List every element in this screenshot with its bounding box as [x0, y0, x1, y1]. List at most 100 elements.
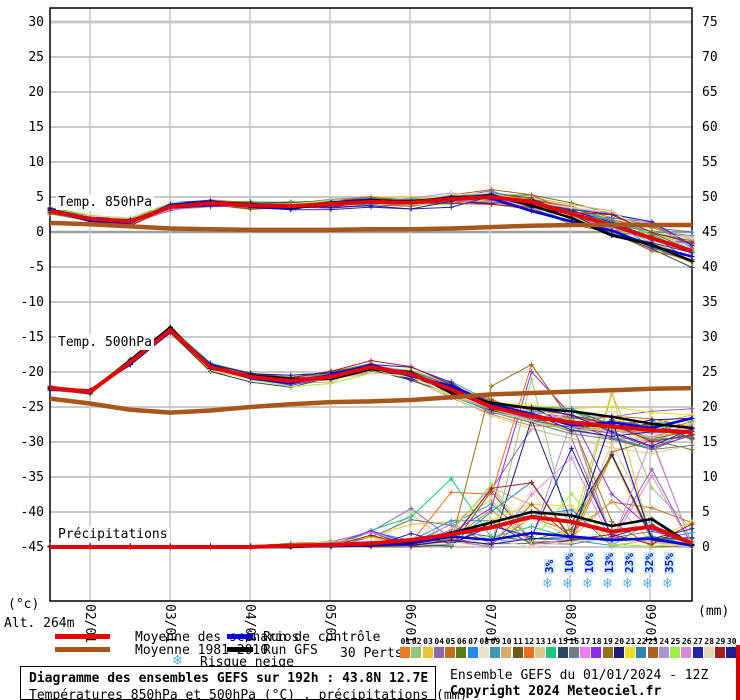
pert-color-swatch-28	[703, 647, 714, 658]
right-tick-50: 50	[702, 190, 718, 205]
pert-color-swatch-10	[501, 647, 512, 658]
pert-color-swatch-16	[568, 647, 579, 658]
pert-number-03: 03	[423, 637, 433, 646]
pert-number-15: 15	[558, 637, 568, 646]
left-tick-30: 30	[28, 15, 44, 30]
pert-number-14: 14	[546, 637, 557, 646]
diagram-title-box: Diagramme des ensembles GEFS sur 192h : …	[20, 666, 468, 700]
snow-risk-flake-icon: ❄	[563, 574, 573, 592]
pert-color-swatch-09	[490, 647, 500, 658]
snow-risk-flake-icon: ❄	[663, 574, 673, 592]
pert-number-29: 29	[715, 637, 726, 646]
pert-color-swatch-17	[580, 647, 590, 658]
left-tick-5: 5	[36, 190, 44, 205]
snow-risk-percent: 10%	[583, 552, 596, 574]
legend-swatch-mean	[55, 634, 110, 639]
pert-number-11: 11	[513, 637, 523, 646]
panel-label-temp500: Temp. 500hPa	[56, 335, 154, 350]
pert-color-swatch-21	[625, 647, 635, 658]
left-tick-0: 0	[36, 225, 44, 240]
right-tick-60: 60	[702, 120, 718, 135]
pert-color-swatch-30	[726, 647, 737, 658]
pert-color-swatch-06	[456, 647, 467, 658]
pert-number-22: 22	[636, 637, 647, 646]
right-tick-45: 45	[702, 225, 718, 240]
pert-color-swatch-13	[535, 647, 545, 658]
pert-number-19: 19	[603, 637, 613, 646]
pert-color-swatch-24	[658, 647, 669, 658]
pert-color-swatch-03	[422, 647, 433, 658]
pert-color-swatch-15	[557, 647, 568, 658]
pert-number-26: 26	[681, 637, 692, 646]
right-tick-5: 5	[702, 505, 710, 520]
left-tick--25: -25	[20, 400, 44, 415]
pert-number-04: 04	[434, 637, 445, 646]
right-tick-70: 70	[702, 50, 718, 65]
pert-number-28: 28	[704, 637, 715, 646]
pert-color-swatch-01	[400, 647, 410, 658]
left-tick-15: 15	[28, 120, 44, 135]
climatology-line-850	[49, 220, 692, 233]
pert-number-23: 23	[648, 637, 658, 646]
member-line-precip-3-markers	[47, 389, 695, 550]
snow-risk-percent: 35%	[663, 552, 676, 574]
snow-risk-flake-icon: ❄	[543, 574, 553, 592]
left-tick--5: -5	[28, 260, 44, 275]
pert-color-swatch-14	[546, 647, 557, 658]
left-tick-10: 10	[28, 155, 44, 170]
legend-label-climatology: Moyenne 1981-2010	[135, 643, 269, 658]
left-tick--30: -30	[20, 435, 44, 450]
left-tick--40: -40	[20, 505, 44, 520]
pert-color-swatch-19	[602, 647, 613, 658]
right-tick-20: 20	[702, 400, 718, 415]
climatology-line-500	[49, 385, 693, 415]
pert-number-13: 13	[535, 637, 546, 646]
panel-label-temp850: Temp. 850hPa	[56, 195, 154, 210]
right-tick-25: 25	[702, 365, 718, 380]
pert-number-17: 17	[580, 637, 591, 646]
pert-color-swatch-22	[636, 647, 647, 658]
left-tick--20: -20	[20, 365, 44, 380]
pert-color-swatch-25	[670, 647, 680, 658]
diagram-subtitle: Températures 850hPa et 500hPa (°C) , pré…	[29, 688, 468, 700]
snow-risk-flake-icon: ❄	[623, 574, 633, 592]
right-tick-15: 15	[702, 435, 718, 450]
left-tick-20: 20	[28, 85, 44, 100]
pert-color-swatch-29	[715, 647, 725, 658]
pert-color-swatch-07	[467, 647, 478, 658]
legend-label-mean: Moyenne des scénarios	[135, 630, 300, 645]
left-tick-25: 25	[28, 50, 44, 65]
pert-color-swatch-18	[591, 647, 602, 658]
pert-number-08: 08	[479, 637, 490, 646]
snow-risk-percent: 23%	[623, 552, 636, 574]
left-tick--35: -35	[20, 470, 44, 485]
run-info: Ensemble GEFS du 01/01/2024 - 12Z	[450, 668, 709, 683]
pert-number-01: 01	[400, 637, 411, 646]
snow-risk-percent: 32%	[643, 552, 656, 574]
pert-color-swatch-27	[692, 647, 703, 658]
copyright: Copyright 2024 Meteociel.fr	[450, 684, 662, 699]
snow-risk-percent: 13%	[603, 552, 616, 574]
pert-number-10: 10	[501, 637, 512, 646]
left-unit-label: (°c)	[8, 597, 40, 612]
right-tick-35: 35	[702, 295, 718, 310]
mean-line-500	[49, 327, 693, 435]
pert-color-swatch-20	[613, 647, 624, 658]
pert-color-swatch-05	[445, 647, 455, 658]
pert-number-25: 25	[670, 637, 681, 646]
pert-color-swatch-11	[512, 647, 523, 658]
snow-risk-flake-icon: ❄	[583, 574, 593, 592]
snow-risk-percent: 3%	[543, 558, 556, 574]
right-tick-10: 10	[702, 470, 718, 485]
right-unit-label: (mm)	[698, 604, 730, 619]
legend-swatch-gfs	[227, 647, 253, 652]
right-tick-75: 75	[702, 15, 718, 30]
right-tick-55: 55	[702, 155, 718, 170]
legend-label-gfs: Run GFS	[263, 643, 318, 658]
pert-color-swatch-12	[523, 647, 534, 658]
pert-color-swatch-02	[411, 647, 422, 658]
altitude-label: Alt. 264m	[4, 616, 75, 631]
legend-label-control: Run de contrôle	[263, 630, 381, 645]
